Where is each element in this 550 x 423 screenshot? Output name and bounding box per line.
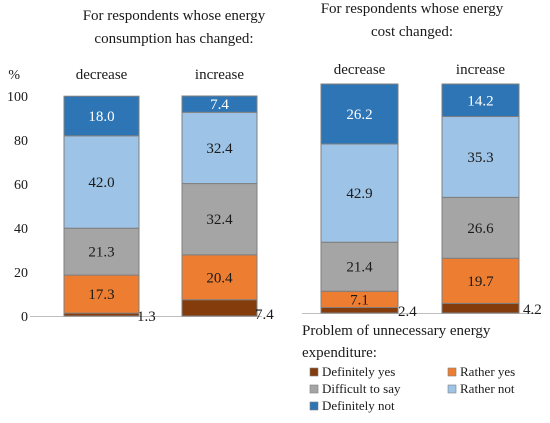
- bar-segment: [181, 111, 258, 185]
- data-label: 2.4: [398, 304, 417, 320]
- y-tick-label: 60: [14, 178, 28, 193]
- y-tick-label: 100: [7, 90, 28, 105]
- data-label: 19.7: [467, 274, 494, 290]
- legend-swatch: [447, 367, 457, 377]
- data-label: 21.3: [88, 245, 114, 261]
- data-label: 20.4: [206, 270, 233, 286]
- category-label: increase: [456, 62, 505, 78]
- data-label: 26.2: [346, 107, 372, 123]
- category-label: increase: [195, 67, 244, 83]
- data-label: 7.4: [255, 307, 274, 323]
- legend-swatch: [309, 384, 319, 394]
- category-label: decrease: [76, 67, 128, 83]
- legend-item-label: Difficult to say: [322, 381, 401, 396]
- bar-segment: [320, 143, 399, 243]
- data-label: 17.3: [88, 287, 114, 303]
- data-label: 42.0: [88, 175, 114, 191]
- data-label: 7.1: [350, 292, 369, 308]
- data-label: 32.4: [206, 212, 233, 228]
- bar-segment: [63, 274, 140, 314]
- bar-segment: [320, 83, 399, 145]
- bar-segment: [320, 241, 399, 292]
- y-tick-label: 20: [14, 266, 28, 281]
- data-label: 4.2: [523, 302, 542, 318]
- data-label: 1.3: [137, 309, 156, 325]
- data-label: 26.6: [467, 221, 494, 237]
- bar-segment: [441, 83, 520, 118]
- data-label: 42.9: [346, 186, 372, 202]
- bar-segment: [181, 299, 258, 317]
- data-label: 14.2: [467, 93, 493, 109]
- bar-segment: [63, 135, 140, 229]
- legend-swatch: [309, 401, 319, 411]
- legend-swatch: [447, 384, 457, 394]
- chart-title-line: cost changed:: [371, 24, 453, 40]
- legend-item-label: Definitely yes: [322, 364, 395, 379]
- y-tick-label: 0: [21, 310, 28, 325]
- data-label: 32.4: [206, 141, 233, 157]
- bar-segment: [181, 254, 258, 301]
- data-label: 18.0: [88, 109, 114, 125]
- bar-segment: [181, 95, 258, 113]
- y-tick-label: 80: [14, 134, 28, 149]
- data-label: 35.3: [467, 150, 493, 166]
- bar-segment: [441, 196, 520, 259]
- legend-item-label: Rather not: [460, 381, 515, 396]
- bar-segment: [181, 183, 258, 256]
- legend-title-line: Problem of unnecessary energy: [302, 323, 491, 339]
- chart-title-line: For respondents whose energy: [321, 1, 504, 17]
- legend-item-label: Rather yes: [460, 364, 515, 379]
- bar-segment: [441, 302, 520, 314]
- y-tick-label: 40: [14, 222, 28, 237]
- legend-item-label: Definitely not: [322, 398, 395, 413]
- category-label: decrease: [334, 62, 386, 78]
- y-axis-label: %: [8, 68, 20, 83]
- data-label: 21.4: [346, 260, 373, 276]
- chart-title-line: For respondents whose energy: [83, 8, 266, 24]
- bar-segment: [441, 257, 520, 304]
- chart-title-line: consumption has changed:: [94, 31, 253, 47]
- bar-segment: [63, 95, 140, 137]
- legend-title-line: expenditure:: [302, 345, 377, 361]
- data-label: 7.4: [210, 97, 229, 113]
- bar-segment: [441, 116, 520, 198]
- bar-segment: [63, 227, 140, 276]
- legend-swatch: [309, 367, 319, 377]
